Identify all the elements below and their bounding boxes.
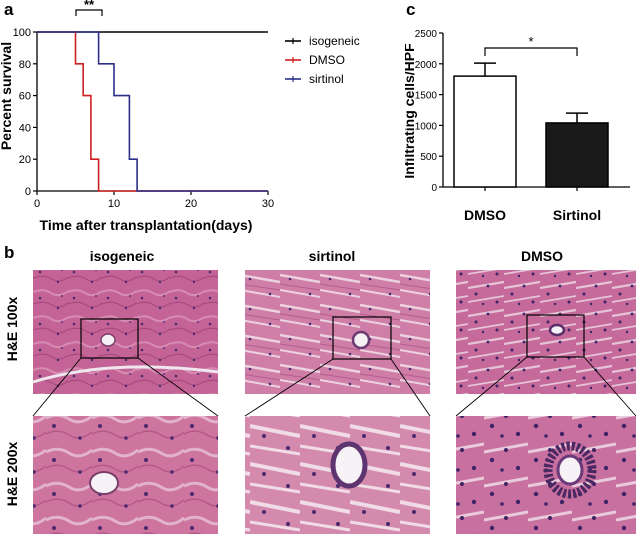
histology-image-isogeneic-200x [33,416,218,534]
survival-chart: 0 20 40 60 80 100 0 10 20 30 Percent survival Tim… [0,0,360,233]
significance-label-a: ** [84,0,95,12]
row-label-200x: H&E 200x [4,441,20,507]
survival-y-tick-label: 60 [19,91,31,103]
survival-x-tick-label: 30 [262,198,274,210]
bar-y-tick-label: 500 [420,152,437,163]
significance-label-c: * [528,34,533,49]
survival-x-axis-label: Time after transplantation(days) [40,217,253,233]
histology-image-sirtinol-200x [245,416,430,534]
bar-y-axis-label: Infiltrating cells/HPF [405,43,417,179]
legend-label-dmso: DMSO [309,53,345,67]
panel-c-letter: c [406,0,416,19]
survival-legend: isogeneic DMSO sirtinol [285,34,360,86]
histology-title-dmso: DMSO [521,248,563,264]
bar-y-tick-label: 1500 [415,91,438,102]
histology-title-isogeneic: isogeneic [89,248,155,264]
legend-label-sirtinol: sirtinol [309,72,344,86]
panel-b-letter: b [4,243,15,262]
bar-y-tick-label: 2500 [415,29,438,40]
survival-y-tick-label: 80 [19,59,31,71]
bar-dmso [453,75,517,188]
histology-title-sirtinol: sirtinol [308,248,356,264]
infiltrating-bar-chart: 0 500 1000 1500 2000 2500 DMSO Sirtinol Infilt… [405,29,630,223]
zoom-box-isogeneic [80,318,139,359]
row-label-100x: H&E 100x [4,296,20,362]
survival-x-tick-label: 20 [185,198,197,210]
bar-y-tick-label: 1000 [415,121,438,132]
survival-x-tick-label: 10 [108,198,120,210]
legend-label-isogeneic: isogeneic [309,34,360,48]
bar-category-label-dmso: DMSO [464,207,506,223]
survival-line-sirtinol [37,31,268,192]
histology-image-isogeneic-100x [33,270,218,394]
zoom-box-dmso [526,314,585,358]
histology-image-dmso-100x [456,270,636,394]
survival-y-tick-label: 20 [19,154,31,166]
survival-y-axis-label: Percent survival [0,42,14,150]
significance-bracket-a: ** [75,0,103,16]
bar-y-tick-label: 0 [431,183,437,194]
survival-lines [37,31,268,192]
bar-category-label-sirtinol: Sirtinol [553,207,601,223]
survival-y-tick-label: 100 [13,27,31,39]
zoom-box-sirtinol [332,316,392,360]
survival-line-dmso [37,31,268,192]
bar-marks: DMSO Sirtinol [453,62,609,223]
survival-y-tick-label: 0 [25,186,31,198]
panel-a-letter: a [4,0,14,19]
histology-image-sirtinol-100x [245,270,430,394]
histology-image-dmso-200x [456,416,636,534]
bar-y-tick-label: 2000 [415,60,438,71]
survival-y-tick-label: 40 [19,122,31,134]
bar-sirtinol [545,122,609,188]
significance-bracket-c: * [484,34,578,56]
survival-x-tick-label: 0 [34,198,40,210]
survival-axes: 0 20 40 60 80 100 0 10 20 30 [13,27,274,210]
